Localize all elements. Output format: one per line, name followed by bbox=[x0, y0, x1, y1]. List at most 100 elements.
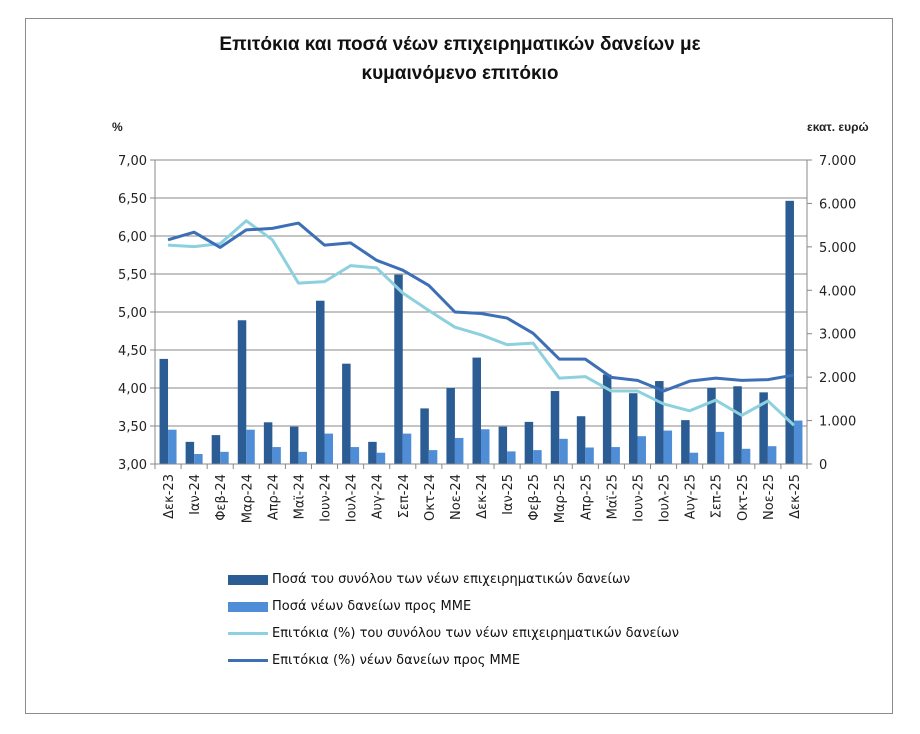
legend-line-swatch bbox=[228, 632, 268, 635]
chart-title-line-1: Επιτόκια και ποσά νέων επιχειρηματικών δ… bbox=[219, 34, 701, 55]
legend-label: Ποσά νέων δανείων προς ΜΜΕ bbox=[272, 599, 472, 614]
bar bbox=[342, 363, 351, 464]
bar bbox=[159, 358, 169, 464]
x-tick-label: Σεπ-25 bbox=[710, 474, 725, 518]
bar bbox=[272, 447, 281, 464]
y-left-tick-label: 4,50 bbox=[118, 344, 147, 359]
bar bbox=[472, 357, 481, 464]
x-tick-label: Ιουν-24 bbox=[319, 474, 334, 522]
y-left-tick-label: 3,50 bbox=[118, 420, 147, 435]
x-tick-label: Απρ-24 bbox=[266, 474, 281, 520]
y-right-tick-label: 3.000 bbox=[819, 328, 856, 343]
bar bbox=[550, 391, 560, 464]
legend-label: Ποσά του συνόλου των νέων επιχειρηματικώ… bbox=[272, 572, 631, 587]
bar bbox=[733, 386, 742, 464]
bar bbox=[498, 426, 508, 464]
bar bbox=[220, 451, 229, 464]
x-tick-label: Οκτ-24 bbox=[423, 474, 438, 521]
bar bbox=[185, 441, 195, 464]
bar bbox=[376, 452, 386, 464]
bar bbox=[428, 450, 438, 464]
bar bbox=[298, 451, 307, 464]
bar bbox=[316, 300, 325, 464]
y-left-tick-label: 4,00 bbox=[118, 382, 147, 397]
x-tick-label: Οκτ-25 bbox=[736, 474, 751, 521]
x-tick-label: Μαϊ-25 bbox=[605, 474, 620, 519]
legend-item: Επιτόκια (%) του συνόλου των νέων επιχει… bbox=[228, 620, 679, 647]
x-tick-label: Δεκ-24 bbox=[475, 474, 490, 519]
bar bbox=[741, 448, 751, 464]
x-tick-label: Δεκ-25 bbox=[788, 474, 803, 519]
y-right-tick-label: 6.000 bbox=[819, 197, 856, 212]
chart-title-line-2: κυμαινόμενο επιτόκιο bbox=[361, 63, 559, 84]
x-tick-label: Δεκ-23 bbox=[162, 474, 177, 519]
x-tick-label: Ιουλ-25 bbox=[658, 474, 673, 522]
x-tick-label: Ιαν-25 bbox=[501, 474, 516, 515]
bar bbox=[707, 388, 716, 464]
bar bbox=[767, 446, 777, 464]
bar bbox=[637, 436, 646, 464]
y-right-tick-label: 1.000 bbox=[819, 415, 856, 430]
legend-item: Ποσά νέων δανείων προς ΜΜΕ bbox=[228, 593, 679, 620]
chart-frame bbox=[25, 18, 893, 714]
bar bbox=[689, 452, 699, 464]
x-tick-label: Σεπ-24 bbox=[397, 474, 412, 518]
bar bbox=[481, 429, 490, 464]
x-tick-label: Νοε-25 bbox=[762, 474, 777, 520]
bar bbox=[454, 437, 464, 464]
x-tick-label: Ιαν-24 bbox=[188, 474, 203, 515]
chart-title: Επιτόκια και ποσά νέων επιχειρηματικών δ… bbox=[0, 30, 920, 88]
y-left-tick-label: 6,50 bbox=[118, 192, 147, 207]
y-left-tick-label: 7,00 bbox=[118, 154, 147, 169]
x-tick-label: Ιουλ-24 bbox=[345, 474, 360, 522]
legend-line-swatch bbox=[228, 659, 268, 662]
bar bbox=[559, 438, 568, 464]
x-tick-label: Μαρ-24 bbox=[240, 474, 255, 523]
x-tick-label: Μαϊ-24 bbox=[292, 474, 307, 519]
bar bbox=[211, 435, 221, 464]
y-right-tick-label: 7.000 bbox=[819, 154, 856, 169]
bar bbox=[533, 450, 542, 464]
bar bbox=[628, 393, 638, 464]
bar bbox=[446, 388, 455, 464]
bar bbox=[785, 200, 794, 464]
x-tick-label: Φεβ-25 bbox=[527, 474, 542, 521]
legend-item: Επιτόκια (%) νέων δανείων προς ΜΜΕ bbox=[228, 647, 679, 674]
y-left-tick-label: 3,00 bbox=[118, 458, 147, 473]
bar bbox=[289, 426, 299, 464]
bar bbox=[759, 392, 768, 464]
bar bbox=[246, 429, 255, 464]
bar bbox=[715, 431, 725, 464]
bar bbox=[394, 274, 403, 464]
bar bbox=[420, 408, 429, 464]
y-right-tick-label: 4.000 bbox=[819, 284, 856, 299]
y-right-tick-label: 0 bbox=[819, 458, 827, 473]
legend: Ποσά του συνόλου των νέων επιχειρηματικώ… bbox=[228, 566, 679, 674]
y-right-axis-label: εκατ. ευρώ bbox=[807, 120, 869, 134]
y-left-tick-label: 6,00 bbox=[118, 230, 147, 245]
bar bbox=[681, 420, 690, 464]
y-left-axis-label: % bbox=[112, 120, 123, 134]
x-tick-label: Αυγ-25 bbox=[684, 474, 699, 519]
bar bbox=[576, 416, 586, 464]
x-tick-label: Ιουν-25 bbox=[631, 474, 646, 522]
bar bbox=[402, 433, 412, 464]
bar bbox=[324, 433, 334, 464]
legend-bar-swatch bbox=[228, 574, 268, 585]
x-tick-label: Φεβ-24 bbox=[214, 474, 229, 521]
bar bbox=[793, 420, 803, 464]
bar bbox=[168, 429, 177, 464]
bar bbox=[655, 381, 664, 464]
bar bbox=[368, 441, 377, 464]
x-tick-label: Απρ-25 bbox=[579, 474, 594, 520]
y-left-tick-label: 5,00 bbox=[118, 306, 147, 321]
y-right-tick-label: 5.000 bbox=[819, 241, 856, 256]
line-series bbox=[167, 221, 795, 393]
bar bbox=[611, 447, 620, 464]
bar bbox=[350, 447, 360, 464]
bar bbox=[663, 430, 673, 464]
y-right-tick-label: 2.000 bbox=[819, 371, 856, 386]
bar bbox=[585, 447, 594, 464]
legend-label: Επιτόκια (%) του συνόλου των νέων επιχει… bbox=[272, 626, 680, 641]
